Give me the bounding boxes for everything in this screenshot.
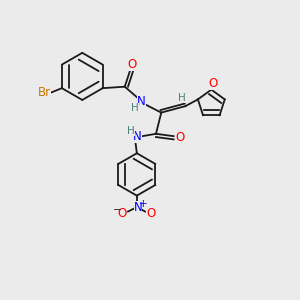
Text: O: O <box>146 207 156 220</box>
Text: +: + <box>139 199 148 209</box>
Text: O: O <box>118 207 127 220</box>
Text: −: − <box>112 206 121 215</box>
Text: H: H <box>178 93 186 103</box>
Text: O: O <box>128 58 137 71</box>
Text: O: O <box>208 77 217 90</box>
Text: Br: Br <box>38 86 51 99</box>
Text: N: N <box>133 130 142 143</box>
Text: O: O <box>176 131 185 144</box>
Text: H: H <box>131 103 139 113</box>
Text: H: H <box>127 126 134 136</box>
Text: N: N <box>137 95 146 108</box>
Text: N: N <box>134 201 142 214</box>
